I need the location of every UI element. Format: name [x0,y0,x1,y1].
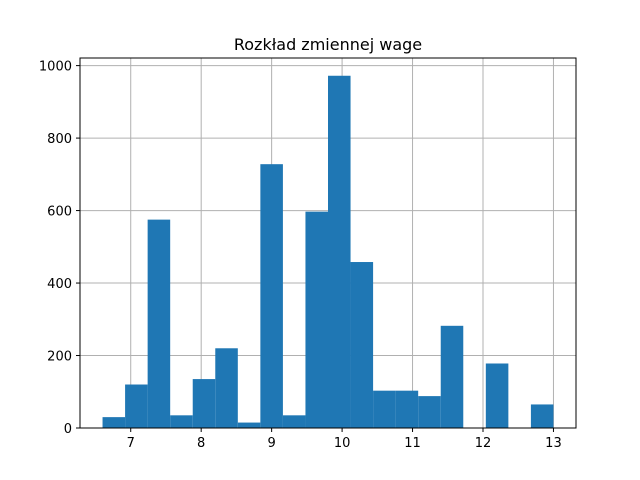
histogram-bar [485,363,509,428]
histogram-bar [147,219,171,428]
histogram-bar [305,211,328,428]
histogram-bar [237,422,261,428]
plot-frame [79,57,577,429]
histogram-bar [192,379,216,428]
histogram-bar [102,417,126,428]
y-tick-label: 200 [47,350,72,365]
histogram-bar [328,75,351,428]
x-tick-label: 12 [475,436,492,451]
x-tick-label: 10 [334,436,351,451]
x-tick-label: 11 [404,436,421,451]
histogram-bar [125,384,148,428]
y-tick-label: 600 [47,205,72,220]
x-tick-label: 9 [267,436,275,451]
histogram-bar [418,396,441,428]
x-tick-label: 13 [545,436,562,451]
histogram-bar [350,262,374,428]
bars [102,75,554,428]
histogram-bar [395,390,419,428]
chart-title: Rozkład zmiennej wage [234,35,422,54]
histogram-bar [215,348,238,428]
y-tick-label: 400 [47,277,72,292]
histogram-bar [170,415,193,428]
y-tick-label: 1000 [39,60,72,75]
histogram-bar [373,390,396,428]
axes: 7 8 9 10 11 12 13 0 200 400 600 800 1000 [39,57,577,451]
y-tick-label: 0 [64,422,72,437]
histogram-bar [440,325,464,428]
x-tick-label: 8 [197,436,205,451]
histogram-bar [260,164,283,428]
y-tick-label: 800 [47,132,72,147]
x-tick-label: 7 [127,436,135,451]
histogram-bar [530,404,554,428]
histogram-bar [282,415,306,428]
grid-lines [80,58,576,429]
